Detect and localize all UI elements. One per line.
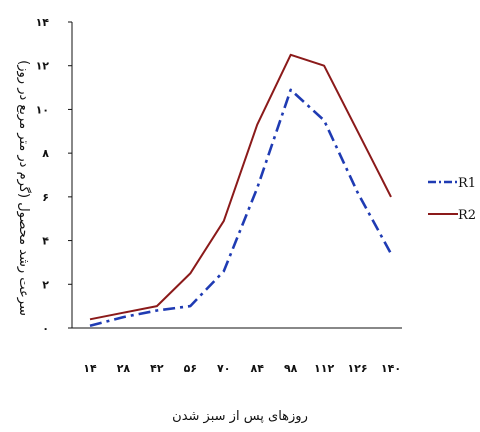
y-ticks: ۰ ۲ ۴ ۶ ۸ ۱۰ ۱۲ ۱۴ [36,16,72,335]
series-line-r1 [89,88,393,328]
x-tick-label: ۹۸ [284,362,298,375]
x-tick-label: ۱۴۰ [381,362,401,375]
legend-label-r1: R1 [458,176,476,191]
series-layer [89,53,393,328]
y-tick-label: ۱۲ [36,60,50,73]
x-axis-title: روزهای پس از سبز شدن [172,409,308,424]
x-tick-label: ۴۲ [150,362,164,375]
y-tick-label: ۸ [42,147,49,160]
y-axis-title: سرعت رشد محصول (گرم در متر مربع در روز) [16,60,32,316]
y-tick-label: ۶ [42,191,49,204]
x-tick-label: ۸۴ [251,362,265,375]
y-tick-label: ۲ [42,278,49,291]
axes [71,22,402,329]
legend-label-r2: R2 [458,208,476,223]
x-tick-label: ۱۲۶ [347,362,367,375]
x-tick-label: ۷۰ [217,362,230,375]
legend: R1 R2 [428,176,476,223]
x-tick-label: ۱۴ [83,362,97,375]
y-tick-label: ۱۴ [36,16,50,29]
y-tick-label: ۰ [42,322,49,335]
y-tick-label: ۱۰ [36,103,49,116]
x-tick-label: ۲۸ [117,362,131,375]
x-tick-label: ۵۶ [184,362,197,375]
series-line-r2 [89,53,392,321]
y-tick-label: ۴ [42,235,49,248]
x-tick-label: ۱۱۲ [314,362,334,375]
x-ticks: ۱۴ ۲۸ ۴۲ ۵۶ ۷۰ ۸۴ ۹۸ ۱۱۲ ۱۲۶ ۱۴۰ [83,362,401,375]
